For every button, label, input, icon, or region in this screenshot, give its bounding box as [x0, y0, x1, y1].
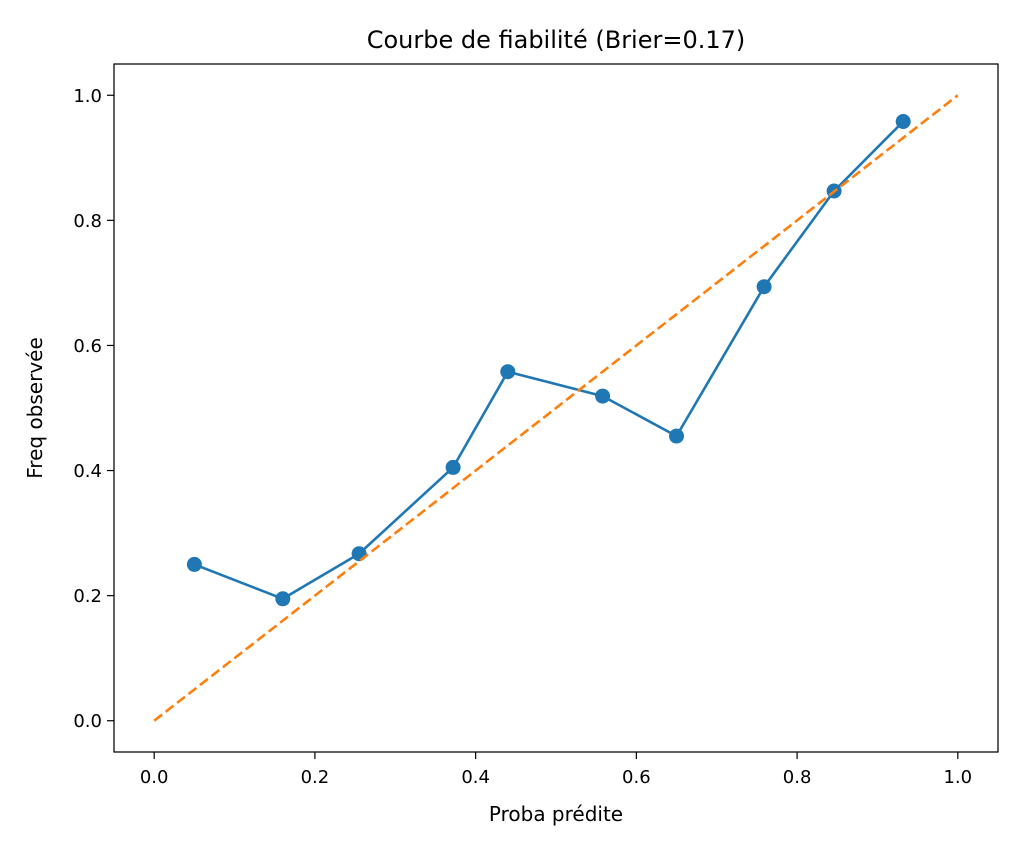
x-axis-label: Proba prédite	[489, 802, 623, 826]
series-1-line	[153, 94, 959, 722]
x-tick-label: 0.8	[783, 767, 812, 788]
series-0-point	[186, 556, 202, 572]
y-tick-label: 0.6	[73, 336, 102, 357]
y-tick-label: 0.2	[73, 586, 102, 607]
x-tick-label: 1.0	[943, 767, 972, 788]
series-0-point	[500, 364, 516, 380]
series-0-point	[895, 114, 911, 129]
axes-frame	[113, 63, 999, 753]
x-tick-label: 0.6	[622, 767, 651, 788]
chart-title: Courbe de fiabilité (Brier=0.17)	[367, 26, 746, 54]
x-tick-label: 0.0	[140, 767, 169, 788]
x-tick-label: 0.4	[461, 767, 490, 788]
y-axis-ticks: 0.0 0.2 0.4 0.6 0.8 1.0	[73, 86, 114, 732]
series-0-point	[756, 279, 772, 295]
series-0-line	[193, 120, 905, 601]
series-0-point	[351, 546, 367, 562]
y-tick-label: 1.0	[73, 86, 102, 107]
series-0-point	[595, 388, 611, 404]
x-tick-label: 0.2	[301, 767, 330, 788]
y-tick-label: 0.0	[73, 711, 102, 732]
plot-area: 0.0 0.2 0.4 0.6 0.8 1.0 0.0 0.2 0.4 0.6 0.8 1.0	[73, 63, 999, 788]
y-tick-label: 0.8	[73, 211, 102, 232]
series-layer	[153, 94, 959, 722]
y-axis-label: Freq observée	[23, 337, 47, 479]
series-0-point	[275, 591, 291, 607]
series-0-point	[445, 459, 461, 475]
series-0-point	[669, 428, 684, 444]
x-axis-ticks: 0.0 0.2 0.4 0.6 0.8 1.0	[140, 752, 972, 788]
y-tick-label: 0.4	[73, 461, 102, 482]
